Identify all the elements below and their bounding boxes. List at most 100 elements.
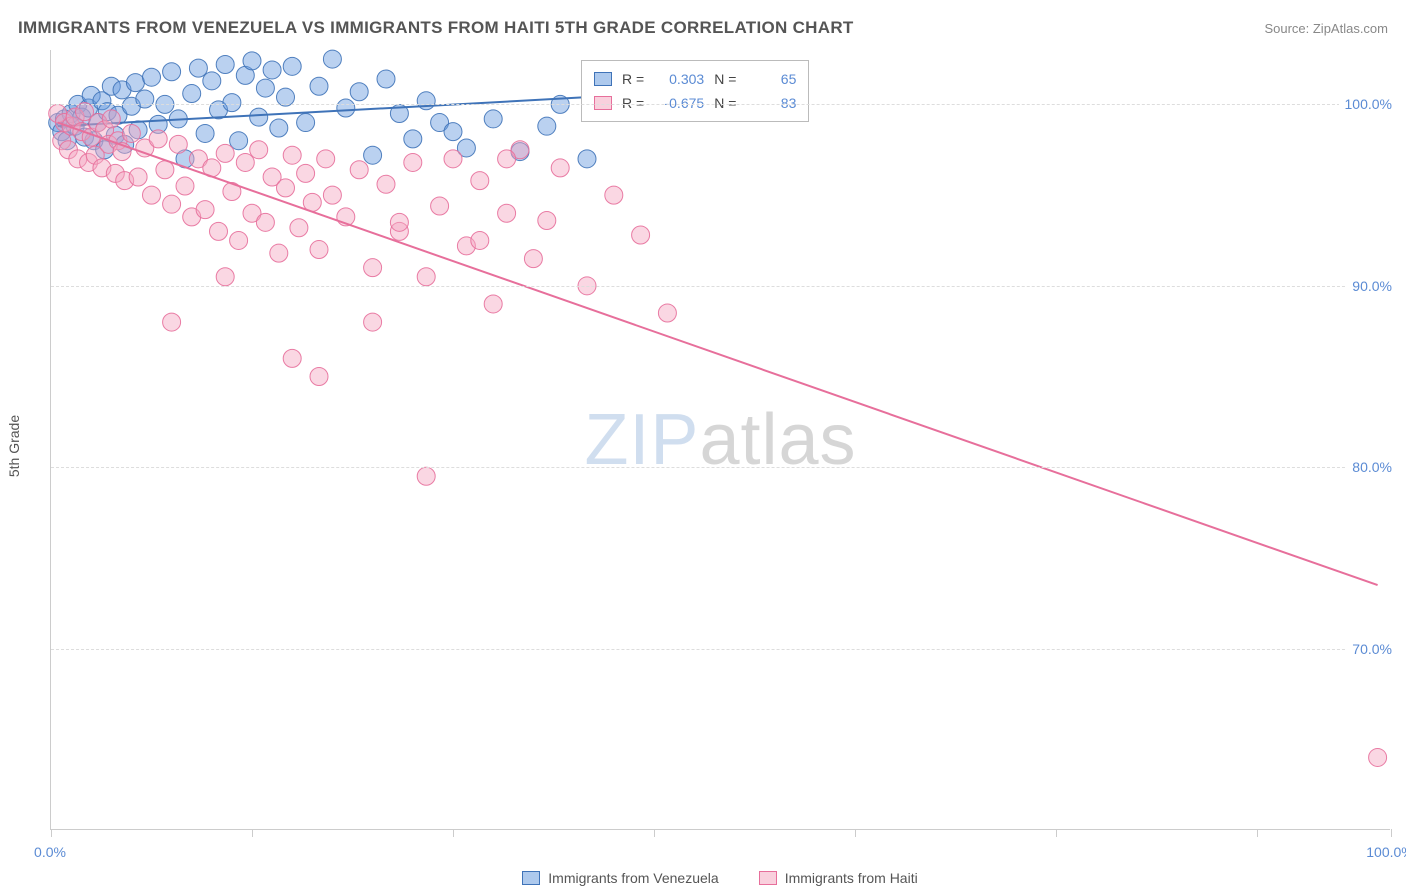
r-label: R = xyxy=(622,67,644,91)
scatter-point-haiti xyxy=(390,213,408,231)
x-tick xyxy=(453,829,454,837)
x-tick xyxy=(252,829,253,837)
scatter-point-venezuela xyxy=(270,119,288,137)
scatter-point-haiti xyxy=(538,212,556,230)
n-label: N = xyxy=(714,67,736,91)
scatter-point-haiti xyxy=(417,268,435,286)
scatter-point-venezuela xyxy=(143,68,161,86)
scatter-point-haiti xyxy=(277,179,295,197)
x-tick xyxy=(1391,829,1392,837)
scatter-point-haiti xyxy=(364,313,382,331)
scatter-point-haiti xyxy=(498,150,516,168)
bottom-legend: Immigrants from Venezuela Immigrants from… xyxy=(50,870,1390,886)
scatter-point-venezuela xyxy=(196,124,214,142)
scatter-point-haiti xyxy=(484,295,502,313)
x-tick xyxy=(51,829,52,837)
scatter-point-haiti xyxy=(283,146,301,164)
x-tick xyxy=(1056,829,1057,837)
scatter-point-haiti xyxy=(149,130,167,148)
scatter-point-haiti xyxy=(297,164,315,182)
scatter-point-haiti xyxy=(551,159,569,177)
source-label: Source: ZipAtlas.com xyxy=(1264,21,1388,36)
scatter-point-haiti xyxy=(1369,748,1387,766)
swatch-haiti xyxy=(759,871,777,885)
swatch-venezuela xyxy=(522,871,540,885)
scatter-point-haiti xyxy=(377,175,395,193)
n-value-venezuela: 65 xyxy=(746,67,796,91)
r-label: R = xyxy=(622,91,644,115)
scatter-svg xyxy=(51,50,1390,829)
scatter-point-haiti xyxy=(163,313,181,331)
gridline-h xyxy=(51,649,1390,650)
scatter-point-haiti xyxy=(250,141,268,159)
scatter-point-haiti xyxy=(431,197,449,215)
scatter-point-venezuela xyxy=(484,110,502,128)
r-value-haiti: -0.675 xyxy=(654,91,704,115)
scatter-point-haiti xyxy=(169,135,187,153)
y-tick-label: 100.0% xyxy=(1339,96,1392,112)
scatter-point-haiti xyxy=(317,150,335,168)
scatter-point-venezuela xyxy=(444,123,462,141)
scatter-point-venezuela xyxy=(310,77,328,95)
scatter-point-haiti xyxy=(290,219,308,237)
x-tick xyxy=(855,829,856,837)
scatter-point-haiti xyxy=(236,153,254,171)
scatter-point-haiti xyxy=(270,244,288,262)
scatter-point-haiti xyxy=(471,172,489,190)
scatter-point-haiti xyxy=(605,186,623,204)
scatter-point-haiti xyxy=(350,161,368,179)
scatter-point-haiti xyxy=(364,259,382,277)
scatter-point-venezuela xyxy=(283,57,301,75)
trend-line-haiti xyxy=(58,123,1378,586)
scatter-point-venezuela xyxy=(297,114,315,132)
scatter-point-haiti xyxy=(230,231,248,249)
r-value-venezuela: 0.303 xyxy=(654,67,704,91)
stats-row-venezuela: R = 0.303 N = 65 xyxy=(594,67,796,91)
n-label: N = xyxy=(714,91,736,115)
scatter-point-venezuela xyxy=(183,85,201,103)
scatter-point-venezuela xyxy=(230,132,248,150)
scatter-point-haiti xyxy=(102,110,120,128)
scatter-point-venezuela xyxy=(163,63,181,81)
legend-label-haiti: Immigrants from Haiti xyxy=(785,870,918,886)
gridline-h xyxy=(51,104,1390,105)
scatter-point-haiti xyxy=(216,268,234,286)
gridline-h xyxy=(51,286,1390,287)
scatter-point-haiti xyxy=(417,467,435,485)
x-tick xyxy=(1257,829,1258,837)
gridline-h xyxy=(51,467,1390,468)
scatter-point-haiti xyxy=(310,368,328,386)
scatter-point-haiti xyxy=(632,226,650,244)
y-tick-label: 80.0% xyxy=(1346,459,1392,475)
x-tick-label: 100.0% xyxy=(1366,844,1406,860)
scatter-point-haiti xyxy=(524,250,542,268)
x-tick-label: 0.0% xyxy=(34,844,66,860)
scatter-point-haiti xyxy=(176,177,194,195)
n-value-haiti: 83 xyxy=(746,91,796,115)
scatter-point-venezuela xyxy=(404,130,422,148)
scatter-point-haiti xyxy=(498,204,516,222)
scatter-point-venezuela xyxy=(189,59,207,77)
scatter-point-haiti xyxy=(196,201,214,219)
scatter-point-venezuela xyxy=(350,83,368,101)
scatter-point-venezuela xyxy=(263,61,281,79)
scatter-point-venezuela xyxy=(538,117,556,135)
scatter-point-venezuela xyxy=(337,99,355,117)
scatter-point-haiti xyxy=(471,231,489,249)
scatter-point-haiti xyxy=(163,195,181,213)
scatter-point-haiti xyxy=(658,304,676,322)
y-tick-label: 70.0% xyxy=(1346,641,1392,657)
legend-label-venezuela: Immigrants from Venezuela xyxy=(548,870,718,886)
scatter-point-venezuela xyxy=(126,74,144,92)
scatter-point-haiti xyxy=(210,222,228,240)
scatter-point-venezuela xyxy=(250,108,268,126)
scatter-point-venezuela xyxy=(323,50,341,68)
swatch-haiti xyxy=(594,96,612,110)
scatter-point-venezuela xyxy=(578,150,596,168)
scatter-point-haiti xyxy=(256,213,274,231)
scatter-point-haiti xyxy=(310,241,328,259)
x-tick xyxy=(654,829,655,837)
y-axis-label: 5th Grade xyxy=(6,415,22,477)
scatter-point-venezuela xyxy=(256,79,274,97)
y-tick-label: 90.0% xyxy=(1346,278,1392,294)
